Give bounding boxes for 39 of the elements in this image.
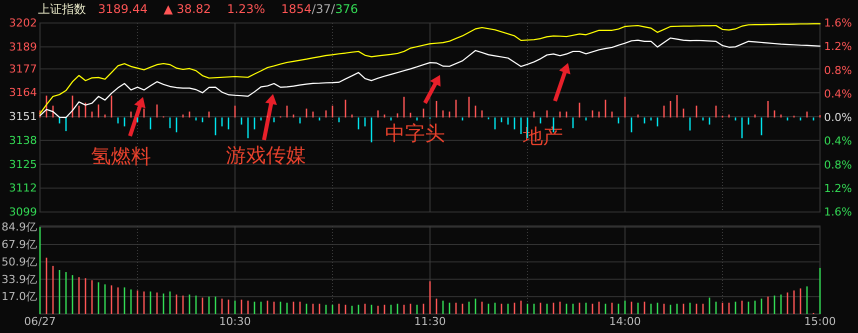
y-tick-label: 3177: [9, 62, 37, 76]
line-series: [39, 37, 821, 118]
y-tick-label: 50.9亿: [2, 255, 37, 268]
y-tick-label: 3125: [9, 158, 37, 171]
y2-tick-label: 1.2%: [824, 40, 852, 54]
text: 3189.44: [98, 2, 148, 16]
y-tick-label: 3164: [9, 86, 37, 100]
x-tick-label: 10:30: [219, 315, 251, 328]
y2-tick-label: 1.6%: [824, 206, 852, 218]
text: 1.23%: [227, 2, 266, 16]
y-tick-label: 3151: [9, 110, 37, 124]
y-tick-label: 3189: [9, 40, 37, 54]
chart-title: 上证指数: [38, 2, 86, 16]
y-tick-label: 84.9亿: [2, 220, 37, 234]
y-tick-label: 3099: [9, 206, 37, 218]
y2-tick-label: 0.8%: [824, 158, 852, 172]
text: 1854/37/376: [281, 2, 358, 16]
x-tick-label: 15:00: [804, 315, 836, 328]
annotation: 中字头: [385, 121, 445, 145]
y-tick-label: 33.9亿: [2, 272, 37, 286]
y2-tick-label: 0.4%: [824, 87, 852, 100]
y2-tick-label: 1.6%: [824, 16, 852, 30]
x-tick-label: 11:30: [414, 315, 446, 328]
y-tick-label: 3202: [9, 16, 37, 30]
y-tick-label: 67.9亿: [2, 238, 37, 252]
y-tick-label: 17.0亿: [2, 290, 37, 304]
text: ▲ 38.82: [164, 2, 212, 16]
y2-tick-label: 0.0%: [824, 111, 852, 124]
y2-tick-label: 0.8%: [824, 64, 852, 77]
line-series: [39, 23, 821, 114]
y-tick-label: 3138: [9, 134, 37, 147]
annotation: 氢燃料: [91, 144, 151, 168]
annotation: 地产: [522, 124, 563, 148]
x-tick-label: 06/27: [24, 315, 56, 328]
y2-tick-label: 1.2%: [824, 182, 852, 195]
y-tick-label: 3112: [9, 182, 37, 195]
y2-tick-label: 0.4%: [824, 134, 852, 148]
x-tick-label: 14:00: [609, 315, 641, 328]
annotation: 游戏传媒: [226, 143, 306, 167]
